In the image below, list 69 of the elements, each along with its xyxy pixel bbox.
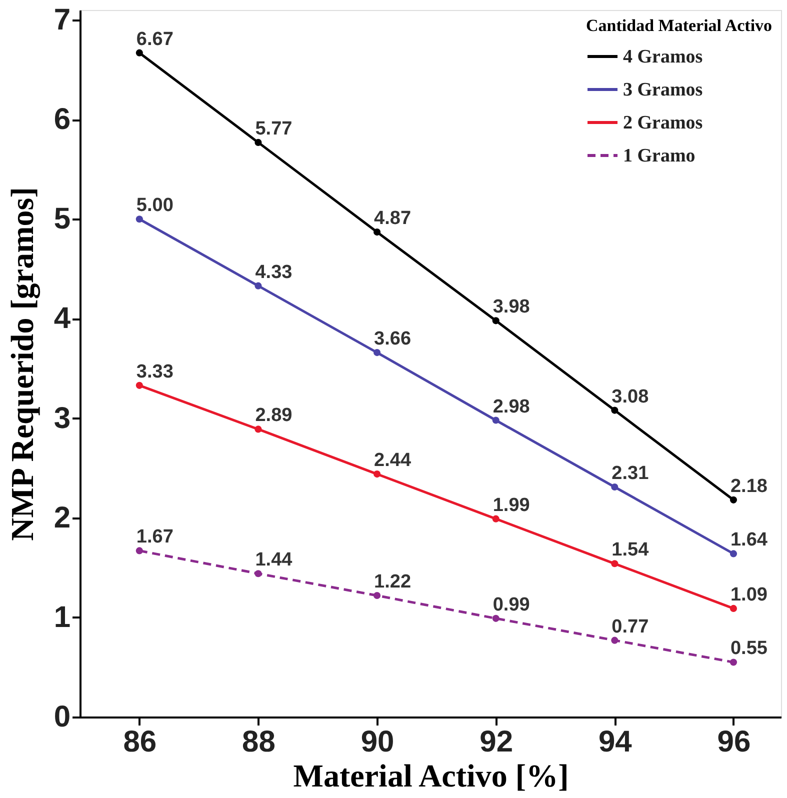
y-tick-label: 4 — [54, 302, 71, 336]
point — [611, 406, 618, 414]
data-label: 5.00 — [136, 195, 174, 216]
data-label: 1.64 — [730, 530, 768, 551]
data-label: 2.18 — [730, 476, 768, 497]
point — [492, 416, 500, 424]
point — [730, 604, 738, 612]
data-label: 1.22 — [374, 572, 412, 593]
x-tick-label: 92 — [480, 726, 514, 758]
point — [492, 515, 500, 522]
point — [136, 216, 143, 223]
data-label: 1.67 — [136, 526, 174, 548]
point — [136, 547, 143, 554]
data-label: 0.99 — [492, 594, 530, 616]
data-label: 3.98 — [492, 296, 530, 318]
point — [136, 382, 143, 389]
point — [374, 228, 381, 236]
data-label: 3.66 — [374, 328, 412, 350]
y-tick-label: 2 — [54, 501, 70, 534]
data-label: 0.55 — [730, 638, 768, 660]
data-label: 1.44 — [255, 550, 293, 571]
point — [492, 614, 500, 622]
y-tick-label: 6 — [54, 103, 70, 136]
data-label: 6.67 — [136, 28, 174, 50]
x-tick-label: 88 — [242, 726, 276, 758]
data-label: 1.99 — [492, 494, 530, 516]
x-axis-title: Material Activo [%] — [293, 758, 569, 794]
data-label: 2.98 — [492, 396, 530, 418]
point — [374, 470, 381, 478]
legend-label: 4 Gramos — [623, 46, 703, 68]
point — [254, 570, 262, 578]
legend-title: Cantidad Material Activo — [586, 16, 772, 35]
legend-label: 2 Gramos — [623, 112, 703, 134]
data-label: 2.31 — [612, 462, 650, 484]
x-tick-label: 90 — [360, 726, 394, 758]
data-label: 2.89 — [255, 405, 292, 426]
point — [254, 426, 262, 433]
data-label: 1.54 — [612, 540, 650, 561]
data-label: 1.09 — [730, 584, 768, 606]
y-axis-title: NMP Requerido [gramos] — [4, 187, 41, 541]
data-label: 3.08 — [612, 386, 649, 408]
x-tick-label: 96 — [717, 726, 751, 758]
data-label: 0.77 — [612, 616, 649, 638]
legend-label: 1 Gramo — [623, 146, 696, 166]
data-label: 5.77 — [255, 118, 292, 140]
point — [730, 658, 738, 666]
point — [730, 496, 738, 504]
point — [611, 560, 618, 568]
point — [611, 483, 618, 491]
y-tick-label: 7 — [54, 3, 70, 36]
x-tick-label: 94 — [598, 726, 632, 758]
point — [611, 636, 618, 644]
x-tick-label: 86 — [123, 726, 157, 758]
point — [492, 317, 500, 324]
y-tick-label: 0 — [54, 700, 70, 734]
data-label: 3.33 — [136, 361, 174, 382]
point — [374, 349, 381, 356]
point — [254, 282, 262, 290]
y-tick-label: 1 — [54, 600, 70, 634]
data-label: 2.44 — [374, 450, 412, 472]
point — [254, 138, 262, 146]
data-label: 4.87 — [374, 208, 412, 230]
point — [374, 592, 381, 600]
point — [730, 550, 738, 558]
point — [136, 49, 143, 56]
data-label: 4.33 — [255, 262, 292, 283]
y-tick-label: 3 — [54, 402, 70, 435]
y-tick-label: 5 — [54, 202, 70, 236]
legend-label: 3 Gramos — [623, 80, 703, 100]
